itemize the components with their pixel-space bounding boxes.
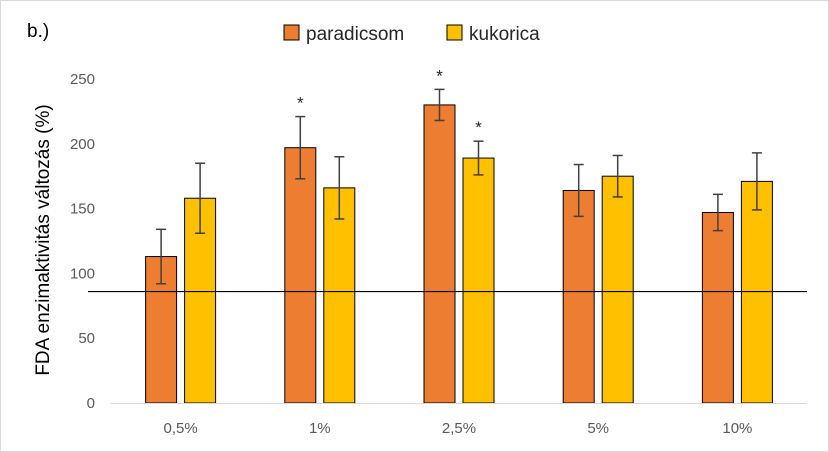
y-tick-label: 150 bbox=[70, 201, 95, 218]
y-tick-label: 250 bbox=[70, 71, 95, 88]
legend-label-kukorica: kukorica bbox=[469, 24, 540, 45]
error-bar bbox=[434, 88, 445, 122]
error-bar bbox=[712, 193, 723, 232]
panel-label: b.) bbox=[27, 21, 50, 42]
error-bar bbox=[573, 163, 584, 218]
significance-marker: * bbox=[436, 66, 443, 85]
x-tick-label: 2,5% bbox=[442, 420, 476, 437]
bar-kukorica bbox=[601, 175, 634, 404]
error-bar bbox=[156, 228, 167, 285]
x-tick-label: 1% bbox=[309, 420, 331, 437]
bar-paradicsom bbox=[701, 211, 734, 404]
bar-kukorica bbox=[462, 157, 495, 404]
y-tick-label: 50 bbox=[78, 330, 95, 347]
bar-paradicsom bbox=[145, 256, 178, 404]
y-axis-ticks: 0 50 100 150 200 250 bbox=[70, 71, 95, 412]
legend-swatch-kukorica bbox=[446, 24, 463, 41]
error-bar bbox=[612, 154, 623, 198]
error-bar bbox=[751, 152, 762, 211]
significance-marker: * bbox=[475, 118, 482, 137]
y-axis-label: FDA enzimaktivitás változás (%) bbox=[33, 104, 54, 375]
x-tick-label: 10% bbox=[722, 420, 752, 437]
y-tick-label: 200 bbox=[70, 136, 95, 153]
error-bar bbox=[334, 156, 345, 220]
bars: * * * bbox=[145, 66, 773, 404]
bar-paradicsom bbox=[562, 189, 595, 404]
bar-paradicsom bbox=[284, 147, 317, 404]
error-bar bbox=[295, 115, 306, 180]
bar-kukorica bbox=[323, 187, 356, 404]
y-tick-label: 0 bbox=[87, 395, 95, 412]
error-bar bbox=[195, 162, 206, 234]
bar-paradicsom bbox=[423, 104, 456, 404]
legend: paradicsom kukorica bbox=[283, 24, 540, 45]
x-tick-label: 0,5% bbox=[163, 420, 197, 437]
error-bar bbox=[473, 140, 484, 176]
bar-kukorica bbox=[740, 180, 773, 404]
legend-swatch-paradicsom bbox=[283, 24, 300, 41]
x-tick-label: 5% bbox=[587, 420, 609, 437]
legend-label-paradicsom: paradicsom bbox=[306, 24, 404, 45]
significance-marker: * bbox=[297, 94, 304, 113]
x-axis-ticks: 0,5% 1% 2,5% 5% 10% bbox=[163, 420, 752, 437]
y-tick-label: 100 bbox=[70, 265, 95, 282]
